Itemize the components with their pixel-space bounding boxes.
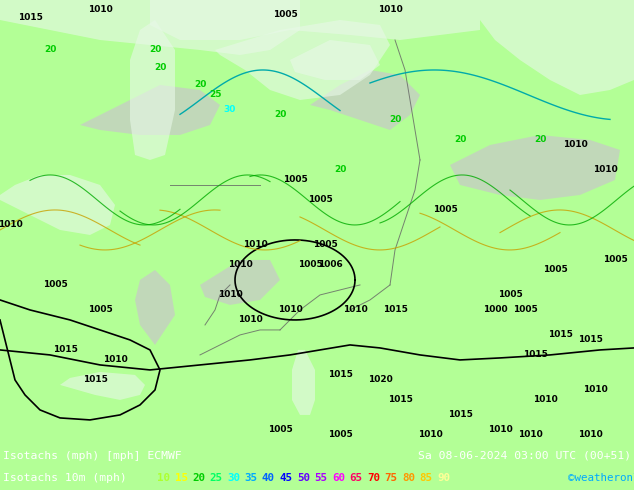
Text: ©weatheronline.co.uk: ©weatheronline.co.uk [568, 473, 634, 483]
Polygon shape [450, 135, 620, 200]
Polygon shape [150, 0, 480, 40]
Text: 1015: 1015 [387, 395, 413, 404]
Text: 1010: 1010 [217, 291, 242, 299]
Text: 25: 25 [209, 91, 221, 99]
Text: 1010: 1010 [533, 395, 557, 404]
Text: 1010: 1010 [562, 141, 587, 149]
Polygon shape [60, 372, 145, 400]
Text: 1010: 1010 [238, 316, 262, 324]
Text: 65: 65 [349, 473, 363, 483]
Polygon shape [0, 0, 300, 55]
Text: 1000: 1000 [482, 305, 507, 315]
Text: 1015: 1015 [18, 14, 42, 23]
Text: 20: 20 [149, 46, 161, 54]
Text: 1006: 1006 [318, 261, 342, 270]
Text: 1005: 1005 [603, 255, 628, 265]
Text: 1010: 1010 [243, 241, 268, 249]
Text: 1005: 1005 [313, 241, 337, 249]
Polygon shape [135, 270, 175, 345]
Text: 15: 15 [174, 473, 188, 483]
Text: 1010: 1010 [418, 430, 443, 440]
Text: 1005: 1005 [498, 291, 522, 299]
Text: 1005: 1005 [432, 205, 457, 215]
Text: 25: 25 [209, 473, 223, 483]
Text: 35: 35 [245, 473, 257, 483]
Polygon shape [480, 0, 634, 95]
Polygon shape [80, 85, 220, 135]
Text: 1015: 1015 [53, 345, 77, 354]
Text: 1010: 1010 [593, 166, 618, 174]
Text: 1005: 1005 [297, 261, 322, 270]
Text: 20: 20 [454, 135, 466, 145]
Text: 30: 30 [227, 473, 240, 483]
Text: 20: 20 [154, 64, 166, 73]
Text: 70: 70 [367, 473, 380, 483]
Text: 20: 20 [534, 135, 546, 145]
Text: 55: 55 [314, 473, 328, 483]
Text: 1015: 1015 [448, 411, 472, 419]
Text: 1010: 1010 [0, 220, 22, 229]
Polygon shape [290, 40, 380, 80]
Text: Isotachs (mph) [mph] ECMWF: Isotachs (mph) [mph] ECMWF [3, 451, 182, 461]
Text: 1005: 1005 [328, 430, 353, 440]
Text: 1005: 1005 [42, 280, 67, 290]
Text: 1015: 1015 [548, 330, 573, 340]
Text: 75: 75 [384, 473, 398, 483]
Text: 1010: 1010 [228, 261, 252, 270]
Text: 20: 20 [334, 166, 346, 174]
Text: 1010: 1010 [342, 305, 367, 315]
Polygon shape [310, 70, 420, 130]
Text: 1015: 1015 [522, 350, 547, 360]
Text: 1005: 1005 [543, 266, 567, 274]
Text: 20: 20 [274, 110, 286, 120]
Polygon shape [0, 175, 115, 235]
Polygon shape [200, 260, 280, 305]
Text: 1010: 1010 [583, 386, 607, 394]
Text: 1010: 1010 [517, 430, 542, 440]
Text: 1005: 1005 [283, 175, 307, 184]
Text: 1015: 1015 [328, 370, 353, 379]
Text: 1005: 1005 [87, 305, 112, 315]
Text: 45: 45 [280, 473, 292, 483]
Text: 1010: 1010 [278, 305, 302, 315]
Text: 90: 90 [437, 473, 450, 483]
Text: Isotachs 10m (mph): Isotachs 10m (mph) [3, 473, 127, 483]
Text: 85: 85 [420, 473, 432, 483]
Text: 1010: 1010 [378, 5, 403, 15]
Text: 1015: 1015 [82, 375, 107, 385]
Text: 1010: 1010 [87, 5, 112, 15]
Text: 20: 20 [192, 473, 205, 483]
Text: Sa 08-06-2024 03:00 UTC (00+51): Sa 08-06-2024 03:00 UTC (00+51) [418, 451, 631, 461]
Text: 1010: 1010 [488, 425, 512, 435]
Polygon shape [130, 20, 175, 160]
Text: 1010: 1010 [578, 430, 602, 440]
Text: 20: 20 [44, 46, 56, 54]
Text: 20: 20 [389, 116, 401, 124]
Text: 1015: 1015 [578, 336, 602, 344]
Text: 1005: 1005 [307, 196, 332, 204]
Text: 80: 80 [402, 473, 415, 483]
Text: 50: 50 [297, 473, 310, 483]
Text: 10: 10 [157, 473, 170, 483]
Text: 60: 60 [332, 473, 345, 483]
Text: 1015: 1015 [382, 305, 408, 315]
Text: 30: 30 [224, 105, 236, 115]
Polygon shape [292, 350, 315, 415]
Text: 1010: 1010 [103, 355, 127, 365]
Text: 1005: 1005 [513, 305, 538, 315]
Polygon shape [215, 20, 390, 100]
Text: 1005: 1005 [268, 425, 292, 435]
Text: 20: 20 [194, 80, 206, 90]
Text: 1020: 1020 [368, 375, 392, 385]
Text: 40: 40 [262, 473, 275, 483]
Text: 1005: 1005 [273, 10, 297, 20]
